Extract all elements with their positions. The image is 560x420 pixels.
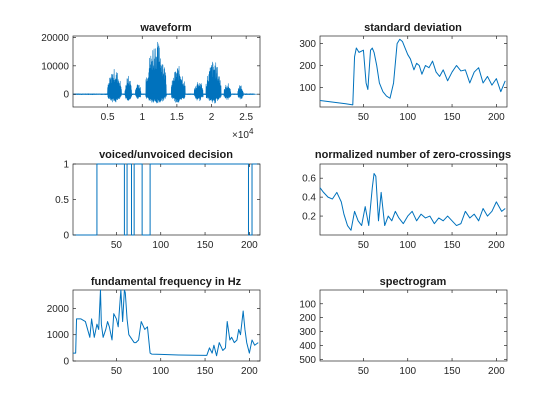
spectrogram-panel: spectrogram 50 100 150 200 100 200 300 400 500 <box>299 276 508 377</box>
zcr-xtick-label: 150 <box>444 240 461 251</box>
waveform-xtick-label: 2 <box>209 112 215 123</box>
std-ytick-label: 100 <box>299 83 316 94</box>
spectrogram-ticks: 50 100 150 200 100 200 300 400 500 <box>299 290 507 377</box>
std-title: standard deviation <box>364 22 462 34</box>
spectrogram-xtick-label: 200 <box>488 366 505 377</box>
std-xtick-label: 150 <box>444 112 461 123</box>
spectrogram-ytick-label: 100 <box>299 299 316 310</box>
zcr-title: normalized number of zero-crossings <box>315 149 511 161</box>
std-panel: standard deviation 50 100 150 200 100 200 300 <box>299 22 508 123</box>
voiced-ytick-label: 0 <box>63 231 69 242</box>
zcr-plot-area <box>319 172 506 231</box>
waveform-plot-area <box>72 41 260 104</box>
spectrogram-xtick-label: 100 <box>399 366 416 377</box>
zcr-xtick-label: 50 <box>358 240 370 251</box>
zcr-ytick-label: 0.4 <box>302 193 316 204</box>
waveform-ticks: 0.5 1 1.5 2 2.5 0 10000 20000 <box>41 33 260 123</box>
f0-panel: fundamental frequency in Hz 50 100 150 2000… <box>47 276 261 377</box>
std-ytick-label: 200 <box>299 61 316 72</box>
std-series <box>319 38 506 106</box>
waveform-xtick-label: 2.5 <box>239 112 253 123</box>
voiced-ticks: 50 100 150 200 0 0.5 1 <box>55 160 260 251</box>
zcr-ytick-label: 0.6 <box>302 174 316 185</box>
waveform-xtick-label: 1 <box>139 112 145 123</box>
spectrogram-ytick-label: 200 <box>299 313 316 324</box>
waveform-ytick-label: 20000 <box>41 33 69 44</box>
voiced-xtick-label: 200 <box>241 240 258 251</box>
f0-xtick-label: 100 <box>152 366 169 377</box>
std-xtick-label: 50 <box>358 112 370 123</box>
voiced-ytick-label: 1 <box>63 160 69 171</box>
f0-ytick-label: 1000 <box>47 330 70 341</box>
std-axes-frame <box>319 35 508 108</box>
voiced-plot-area <box>73 163 260 236</box>
voiced-xtick-label: 100 <box>152 240 169 251</box>
waveform-xtick-label: 0.5 <box>101 112 115 123</box>
voiced-axes-frame <box>72 163 261 236</box>
zcr-axes-frame <box>319 163 508 236</box>
waveform-ytick-label: 10000 <box>41 61 69 72</box>
f0-series <box>73 289 259 357</box>
f0-ytick-label: 2000 <box>47 304 70 315</box>
waveform-xtick-label: 1.5 <box>170 112 184 123</box>
spectrogram-xtick-label: 150 <box>444 366 461 377</box>
std-plot-area <box>319 38 506 106</box>
voiced-xtick-label: 50 <box>111 240 123 251</box>
voiced-xtick-label: 150 <box>197 240 214 251</box>
zcr-xtick-label: 200 <box>488 240 505 251</box>
f0-xtick-label: 150 <box>197 366 214 377</box>
waveform-x-exponent: 4 <box>249 127 254 136</box>
f0-title: fundamental frequency in Hz <box>91 276 242 288</box>
zcr-ytick-label: 0.2 <box>302 212 316 223</box>
voiced-ytick-label: 0.5 <box>55 195 69 206</box>
voiced-title: voiced/unvoiced decision <box>99 149 233 161</box>
spectrogram-xtick-label: 50 <box>358 366 370 377</box>
zcr-series <box>319 172 506 231</box>
voiced-series <box>73 163 260 236</box>
waveform-title: waveform <box>139 22 192 34</box>
f0-xtick-label: 50 <box>111 366 123 377</box>
f0-plot-area <box>73 289 259 357</box>
std-xtick-label: 200 <box>488 112 505 123</box>
spectrogram-ytick-label: 400 <box>299 341 316 352</box>
f0-axes-frame <box>72 289 261 362</box>
voiced-panel: voiced/unvoiced decision 50 100 150 200 0 0.5… <box>55 149 261 251</box>
zcr-xtick-label: 100 <box>399 240 416 251</box>
spectrogram-title: spectrogram <box>380 276 447 288</box>
zcr-panel: normalized number of zero-crossings 50 10… <box>302 149 511 251</box>
spectrogram-ytick-label: 500 <box>299 355 316 366</box>
spectrogram-axes-frame <box>319 289 508 362</box>
std-xtick-label: 100 <box>399 112 416 123</box>
waveform-x-exponent-label: ×104 <box>232 127 254 141</box>
f0-ytick-label: 0 <box>63 357 69 368</box>
waveform-ytick-label: 0 <box>63 90 69 101</box>
spectrogram-ytick-label: 300 <box>299 327 316 338</box>
std-ticks: 50 100 150 200 100 200 300 <box>299 36 507 123</box>
f0-xtick-label: 200 <box>241 366 258 377</box>
waveform-panel: waveform 0.5 1 1.5 2 2.5 0 10000 20000 ×104 <box>41 22 261 141</box>
zcr-ticks: 50 100 150 200 0.2 0.4 0.6 <box>302 164 507 251</box>
std-ytick-label: 300 <box>299 39 316 50</box>
